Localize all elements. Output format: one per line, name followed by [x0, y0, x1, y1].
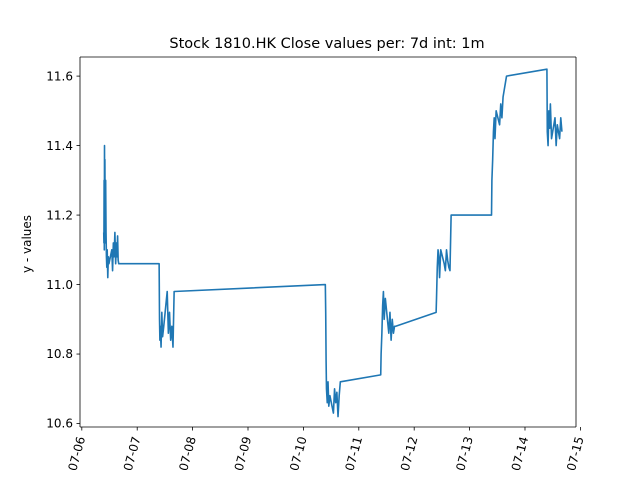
series-line-0 — [102, 68, 563, 418]
y-tick-label: 10.6 — [46, 417, 73, 431]
y-tick-label: 11.4 — [46, 139, 73, 153]
y-tick-label: 11.6 — [46, 69, 73, 83]
y-axis-label: y - values — [20, 215, 34, 273]
y-tick-label: 11.2 — [46, 208, 73, 222]
y-tick-label: 10.8 — [46, 347, 73, 361]
y-tick-label: 11.0 — [46, 278, 73, 292]
chart-title: Stock 1810.HK Close values per: 7d int: … — [169, 36, 484, 52]
